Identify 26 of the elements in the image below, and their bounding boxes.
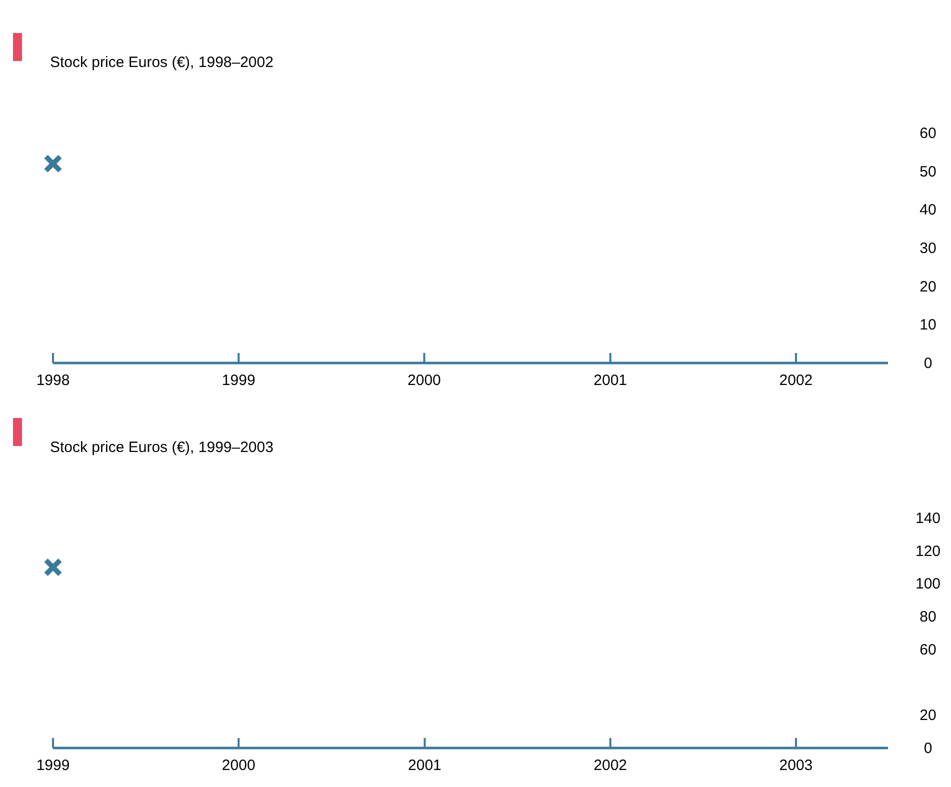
x-tick-label: 2003 — [779, 757, 813, 774]
y-tick-label: 140 — [915, 510, 941, 527]
y-tick-label: 100 — [915, 576, 941, 593]
y-tick-label: 80 — [920, 608, 936, 626]
y-tick-label: 20 — [920, 278, 936, 296]
x-tick-label: 1998 — [36, 372, 70, 389]
y-tick-label: 10 — [920, 316, 936, 334]
y-tick-label: 60 — [920, 641, 936, 658]
x-tick-label: 1999 — [222, 372, 256, 389]
y-tick-label: 50 — [920, 163, 936, 180]
chart-subtitle: Stock price Euros (€), 1999–2003 — [50, 439, 274, 456]
y-tick-label: 60 — [920, 125, 936, 142]
x-tick-label: 2000 — [222, 757, 256, 774]
x-tick-label: 2002 — [779, 372, 813, 389]
x-tick-label: 2001 — [408, 757, 442, 774]
chart-subtitle: Stock price Euros (€), 1998–2002 — [50, 54, 274, 71]
y-tick-label: 0 — [924, 355, 932, 372]
y-tick-label: 20 — [920, 707, 936, 724]
y-tick-label: 120 — [915, 542, 941, 560]
x-tick-label: 1999 — [36, 757, 70, 774]
y-tick-label: 0 — [924, 740, 932, 757]
y-tick-label: 30 — [920, 240, 936, 257]
x-tick-label: 2000 — [408, 372, 441, 389]
x-tick-label: 2002 — [594, 757, 628, 774]
y-tick-label: 40 — [920, 202, 936, 219]
x-tick-label: 2001 — [594, 372, 628, 389]
